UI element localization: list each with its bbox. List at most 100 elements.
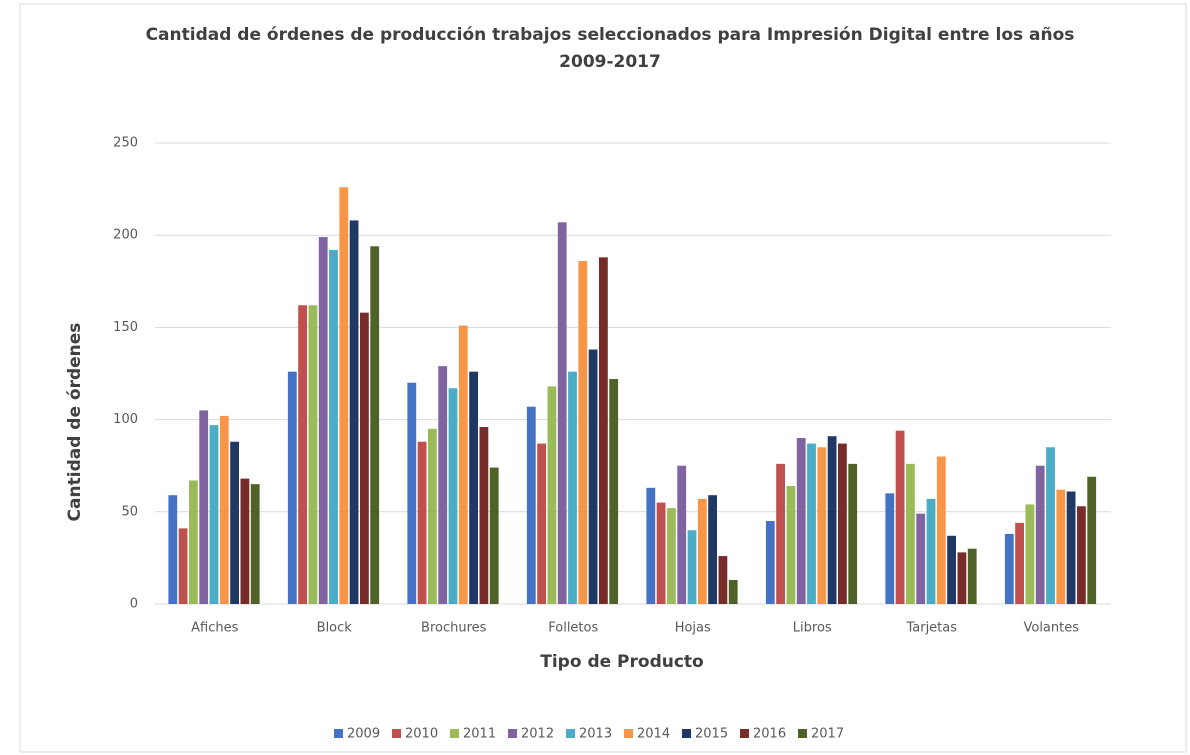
chart-title: Cantidad de órdenes de producción trabaj… — [145, 25, 1075, 72]
bar — [588, 349, 598, 604]
bar — [168, 495, 178, 604]
x-tick-label: Folletos — [548, 621, 598, 636]
legend-label: 2013 — [579, 727, 612, 742]
legend-label: 2010 — [405, 727, 438, 742]
bar — [786, 485, 796, 604]
bar — [526, 406, 536, 604]
y-tick-label: 0 — [130, 597, 138, 612]
y-tick-label: 250 — [113, 136, 138, 151]
bar — [250, 484, 260, 604]
bar — [895, 430, 905, 604]
legend-swatch — [508, 729, 517, 738]
bar — [479, 426, 489, 604]
bar — [1056, 489, 1066, 604]
bar — [646, 487, 656, 604]
bar — [178, 528, 188, 604]
bar — [370, 246, 380, 604]
bar — [848, 463, 858, 604]
legend-label: 2014 — [637, 727, 670, 742]
y-tick-label: 50 — [121, 504, 138, 519]
bar — [599, 257, 608, 604]
x-tick-label: Volantes — [1023, 621, 1079, 636]
bar — [1046, 447, 1055, 604]
bar — [568, 371, 577, 604]
bar — [360, 312, 369, 604]
x-tick-label: Brochures — [421, 621, 487, 636]
bar — [458, 325, 468, 604]
bar — [838, 443, 847, 604]
chart-frame — [19, 3, 1187, 753]
bar — [656, 502, 666, 604]
bar — [885, 493, 895, 604]
bar — [667, 508, 676, 604]
bar — [199, 410, 209, 604]
bar — [677, 465, 687, 604]
bar — [578, 261, 588, 604]
bar — [708, 495, 717, 604]
bar — [448, 388, 458, 604]
bar — [936, 456, 946, 604]
bar — [1035, 465, 1045, 604]
x-tick-label: Hojas — [675, 621, 711, 636]
bar — [718, 556, 728, 604]
bar — [687, 530, 697, 604]
bar — [318, 237, 328, 604]
bar — [349, 220, 359, 604]
bar — [438, 366, 448, 604]
bar — [287, 371, 297, 604]
x-tick-label: Libros — [793, 621, 832, 636]
bar — [906, 463, 915, 604]
legend-label: 2016 — [753, 727, 786, 742]
bar — [308, 305, 318, 604]
bar — [329, 249, 338, 604]
bar — [1004, 533, 1014, 604]
bar — [796, 438, 806, 604]
bar — [298, 305, 307, 604]
bar — [417, 441, 427, 604]
bar — [957, 552, 967, 604]
bar — [817, 447, 827, 604]
legend-swatch — [624, 729, 633, 738]
legend-swatch — [450, 729, 459, 738]
y-tick-label: 150 — [113, 320, 138, 335]
bar — [489, 467, 499, 604]
legend-label: 2009 — [347, 727, 380, 742]
legend-label: 2015 — [695, 727, 728, 742]
bar — [916, 513, 926, 604]
bar — [807, 443, 816, 604]
bar — [947, 535, 956, 604]
x-tick-label: Tarjetas — [905, 621, 957, 636]
legend-swatch — [334, 729, 343, 738]
bar — [230, 441, 239, 604]
bar — [776, 463, 785, 604]
bar — [240, 478, 250, 604]
bar — [827, 436, 837, 604]
x-axis-title: Tipo de Producto — [540, 652, 703, 672]
legend-swatch — [682, 729, 691, 738]
bar — [209, 425, 219, 604]
legend-label: 2012 — [521, 727, 554, 742]
bar — [407, 382, 417, 604]
bar — [609, 379, 619, 604]
bar — [339, 187, 349, 605]
bar — [1077, 506, 1086, 604]
bar — [1025, 504, 1035, 604]
bar — [557, 222, 567, 605]
x-tick-label: Afiches — [191, 621, 238, 636]
legend-swatch — [798, 729, 807, 738]
bar — [189, 480, 198, 604]
x-tick-label: Block — [317, 621, 353, 636]
legend-label: 2017 — [811, 727, 844, 742]
bar — [1087, 476, 1097, 604]
bar — [697, 498, 707, 604]
bar — [537, 443, 546, 604]
bar — [967, 548, 977, 604]
legend-label: 2011 — [463, 727, 496, 742]
legend-swatch — [740, 729, 749, 738]
bar — [428, 428, 437, 604]
y-tick-label: 200 — [113, 228, 138, 243]
bar — [728, 580, 738, 604]
bar — [765, 521, 775, 604]
